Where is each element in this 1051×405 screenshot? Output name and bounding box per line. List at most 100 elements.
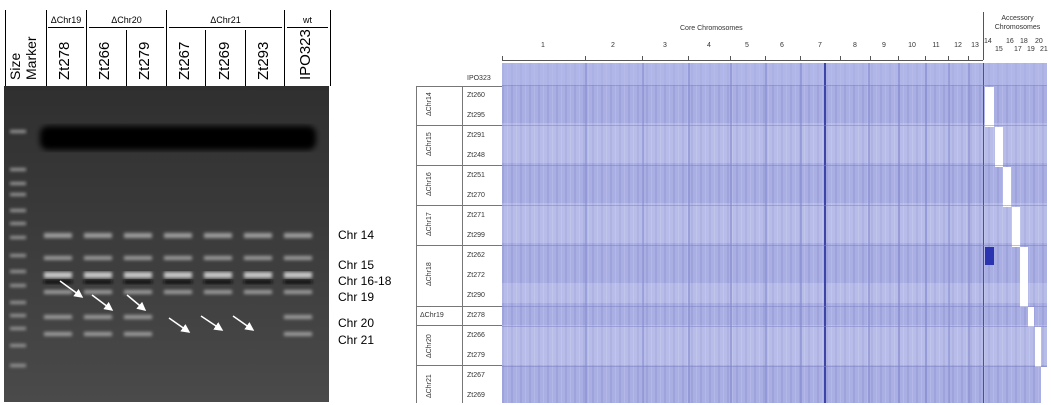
scale-tick: [585, 56, 586, 61]
scale-tick: [968, 56, 969, 61]
core-chr-number: 6: [780, 42, 784, 49]
group-label: wt: [303, 15, 312, 25]
group-underline: [89, 27, 164, 28]
scale-tick: [800, 56, 801, 61]
scale-tick: [688, 56, 689, 61]
header-divider: [86, 10, 87, 86]
group-bracket: [462, 86, 463, 403]
acc-chr-number: 15: [995, 46, 1003, 53]
accessory-title: Accessory: [1001, 15, 1034, 22]
lane-divider: [245, 30, 246, 86]
lane-label: Zt266: [96, 41, 113, 80]
strain-label: Zt295: [467, 112, 485, 119]
core-chr-number: 3: [663, 42, 667, 49]
lane-label: Zt278: [56, 41, 73, 80]
strain-label: Zt262: [467, 252, 485, 259]
accessory-title: Chromosomes: [994, 24, 1041, 31]
scale-tick: [840, 56, 841, 61]
core-chr-number: 5: [745, 42, 749, 49]
scale-tick: [870, 56, 871, 61]
deletion-group-label: ΔChr20: [426, 334, 433, 358]
header-divider: [166, 10, 167, 86]
strain-label: Zt267: [467, 372, 485, 379]
group-label: ΔChr21: [210, 15, 241, 25]
deletion-group-label: ΔChr15: [426, 132, 433, 156]
group-separator: [416, 165, 502, 166]
scale-tick: [730, 56, 731, 61]
strain-label: Zt248: [467, 152, 485, 159]
strain-label: Zt251: [467, 172, 485, 179]
core-chr-number: 7: [818, 42, 822, 49]
scale-tick: [948, 56, 949, 61]
chr-label: Chr 14: [338, 228, 375, 242]
size-marker-label: Size Marker: [7, 36, 39, 80]
chr-label: Chr 16-18: [338, 274, 392, 288]
acc-chr-number: 19: [1027, 46, 1035, 53]
deletion-group-label: ΔChr16: [426, 172, 433, 196]
core-chr-number: 11: [932, 42, 940, 49]
core-chr-number: 8: [853, 42, 857, 49]
chr-label: Chr 19: [338, 290, 375, 304]
core-chr-number: 12: [954, 42, 962, 49]
acc-chr-number: 16: [1006, 38, 1014, 45]
gel-bands: [4, 86, 329, 402]
core-chr-number: 10: [908, 42, 916, 49]
core-chr-number: 1: [541, 42, 545, 49]
core-scale-line: [502, 60, 983, 61]
core-chr-number: 2: [611, 42, 615, 49]
header-divider: [5, 10, 6, 86]
deletion-group-label: ΔChr19: [420, 312, 444, 319]
accessory-header: [983, 12, 1048, 60]
group-underline: [48, 27, 84, 28]
gel-image: [4, 86, 329, 402]
lane-label: Zt279: [136, 41, 153, 80]
lane-label: IPO323: [297, 29, 314, 80]
acc-chr-number: 14: [984, 38, 992, 45]
group-underline: [169, 27, 282, 28]
group-underline: [287, 27, 328, 28]
deletion-group-label: ΔChr18: [426, 262, 433, 286]
scale-tick: [642, 56, 643, 61]
lane-divider: [126, 30, 127, 86]
chr-label: Chr 20: [338, 316, 375, 330]
strain-label: Zt299: [467, 232, 485, 239]
lane-label: Zt269: [216, 41, 233, 80]
acc-chr-number: 17: [1014, 46, 1022, 53]
chr-label: Chr 15: [338, 258, 375, 272]
lane-divider: [205, 30, 206, 86]
strain-label: Zt279: [467, 352, 485, 359]
scale-tick: [765, 56, 766, 61]
reference-label: IPO323: [467, 75, 491, 82]
acc-chr-number: 18: [1020, 38, 1028, 45]
group-separator: [416, 365, 502, 366]
strain-label: Zt290: [467, 292, 485, 299]
group-separator: [416, 306, 502, 307]
group-separator: [416, 205, 502, 206]
arrow-markers: [59, 280, 255, 333]
core-chr-number: 13: [971, 42, 979, 49]
group-bracket: [416, 86, 417, 403]
scale-tick: [502, 56, 503, 61]
group-separator: [416, 325, 502, 326]
deletion-group-label: ΔChr21: [426, 374, 433, 398]
scale-tick: [925, 56, 926, 61]
strain-label: Zt270: [467, 192, 485, 199]
heatmap-grid: [502, 63, 1047, 403]
group-label: ΔChr20: [111, 15, 142, 25]
core-chromosomes-title: Core Chromosomes: [680, 25, 743, 32]
deletion-group-label: ΔChr17: [426, 212, 433, 236]
header-divider: [330, 10, 331, 86]
core-chr-number: 4: [707, 42, 711, 49]
strain-label: Zt272: [467, 272, 485, 279]
group-separator: [416, 245, 502, 246]
group-separator: [416, 86, 502, 87]
acc-chr-number: 21: [1040, 46, 1048, 53]
strain-label: Zt266: [467, 332, 485, 339]
strain-label: Zt269: [467, 392, 485, 399]
core-chr-number: 9: [882, 42, 886, 49]
chr-label: Chr 21: [338, 333, 375, 347]
deletion-group-label: ΔChr14: [426, 92, 433, 116]
strain-label: Zt291: [467, 132, 485, 139]
strain-label: Zt260: [467, 92, 485, 99]
strain-label: Zt278: [467, 312, 485, 319]
